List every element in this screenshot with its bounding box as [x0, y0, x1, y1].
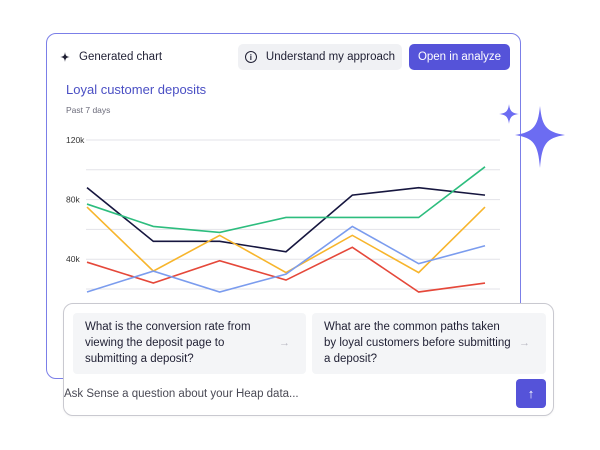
arrow-up-icon: ↑: [527, 386, 535, 401]
arrow-right-icon: →: [519, 337, 530, 349]
generated-chart-text: Generated chart: [79, 51, 163, 63]
sparkle-icon: [60, 52, 70, 62]
open-in-analyze-label: Open in analyze: [417, 51, 502, 63]
generated-chart-label: Generated chart: [60, 51, 162, 63]
chart-title: Loyal customer deposits: [66, 82, 207, 97]
info-icon: i: [244, 51, 257, 63]
ask-sense-panel: What is the conversion rate from viewing…: [63, 303, 554, 416]
open-in-analyze-button[interactable]: Open in analyze: [409, 44, 510, 70]
ask-question-input[interactable]: [64, 384, 504, 404]
suggested-question-2[interactable]: What are the common paths taken by loyal…: [312, 313, 546, 374]
understand-approach-label: Understand my approach: [265, 51, 396, 63]
send-button[interactable]: ↑: [516, 379, 546, 408]
chart-subtitle: Past 7 days: [66, 105, 111, 115]
suggested-question-text: What are the common paths taken by loyal…: [324, 321, 511, 365]
suggested-question-1[interactable]: What is the conversion rate from viewing…: [73, 313, 306, 374]
card-header: Generated chart i Understand my approach…: [60, 44, 510, 70]
ai-sparkle-icon: [499, 104, 565, 168]
suggested-question-text: What is the conversion rate from viewing…: [85, 321, 251, 365]
understand-approach-button[interactable]: i Understand my approach: [238, 44, 402, 70]
arrow-right-icon: →: [279, 337, 290, 349]
